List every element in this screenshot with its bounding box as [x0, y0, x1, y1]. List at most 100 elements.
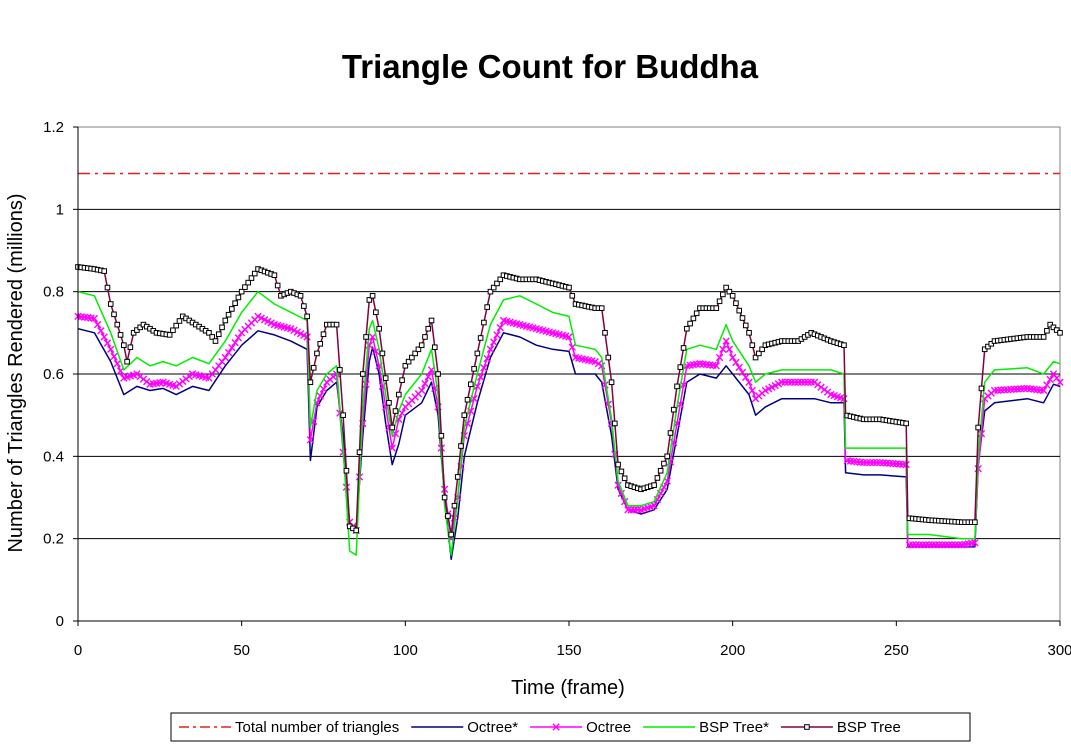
- data-point: [113, 360, 121, 368]
- data-point: [398, 409, 406, 417]
- data-point: [746, 330, 752, 336]
- data-point: [651, 482, 657, 488]
- data-point: [719, 345, 727, 353]
- data-point: [975, 424, 981, 431]
- data-point: [863, 458, 871, 467]
- data-point: [418, 386, 426, 395]
- data-point: [372, 347, 380, 356]
- data-point: [872, 458, 881, 467]
- data-point: [310, 365, 317, 371]
- data-point: [794, 378, 802, 386]
- data-point: [107, 301, 114, 307]
- x-axis-label: Time (frame): [511, 677, 625, 699]
- data-point: [778, 378, 786, 386]
- data-point: [107, 345, 115, 353]
- data-point: [841, 342, 847, 348]
- data-point: [615, 461, 621, 468]
- data-point: [176, 318, 183, 324]
- chart-title: Triangle Count for Buddha: [342, 48, 759, 85]
- y-tick-label: 0: [56, 613, 64, 630]
- data-point: [748, 386, 757, 395]
- data-point: [117, 332, 124, 338]
- data-point: [316, 392, 324, 400]
- data-point: [93, 320, 102, 329]
- data-point: [487, 288, 494, 295]
- data-point: [670, 406, 677, 413]
- tick-labels: 0 0.2 0.4 0.6 0.8 1 1.2 0 50 100 150 200 250 300: [43, 119, 1071, 659]
- data-point: [368, 333, 377, 341]
- data-point: [104, 284, 111, 291]
- data-point: [376, 325, 382, 332]
- data-point: [441, 494, 448, 501]
- data-point: [425, 325, 432, 332]
- data-point: [363, 334, 369, 340]
- data-point: [612, 420, 618, 427]
- data-point: [1044, 327, 1050, 334]
- legend-label: Octree: [586, 719, 631, 736]
- data-point: [231, 339, 239, 347]
- y-tick-label: 0.6: [43, 366, 64, 383]
- data-point: [359, 371, 366, 377]
- data-point: [340, 412, 346, 418]
- data-point: [431, 344, 438, 351]
- data-point: [928, 541, 937, 549]
- data-point: [451, 502, 458, 509]
- data-point: [915, 541, 923, 549]
- data-point: [369, 292, 376, 299]
- data-point: [382, 375, 389, 381]
- data-point: [742, 373, 750, 381]
- data-point: [931, 541, 940, 549]
- data-point: [1039, 386, 1048, 395]
- data-point: [386, 400, 392, 406]
- data-point: [687, 320, 693, 327]
- series-layer: [74, 172, 1064, 561]
- data-point: [224, 348, 233, 357]
- data-point: [428, 317, 435, 324]
- data-point: [859, 458, 868, 467]
- data-point: [948, 541, 956, 549]
- data-point: [304, 313, 310, 320]
- series-octree: [77, 327, 1061, 561]
- data-point: [343, 467, 350, 474]
- data-point: [739, 315, 746, 321]
- legend-label: BSP Tree: [837, 719, 901, 736]
- data-point: [90, 314, 99, 323]
- data-point: [605, 354, 612, 361]
- axes: [73, 126, 1061, 626]
- data-point: [693, 310, 700, 317]
- data-point: [657, 467, 664, 474]
- data-point: [209, 334, 216, 340]
- data-point: [677, 364, 684, 370]
- data-point: [566, 284, 572, 291]
- data-point: [234, 334, 243, 342]
- data-point: [978, 385, 985, 392]
- data-point: [797, 378, 806, 386]
- data-point: [314, 350, 320, 357]
- y-tick-label: 0.2: [43, 531, 64, 548]
- data-point: [468, 381, 474, 388]
- data-point: [1057, 330, 1063, 336]
- data-point: [866, 458, 874, 467]
- data-point: [111, 311, 117, 318]
- data-point: [477, 335, 484, 341]
- data-point: [604, 400, 612, 408]
- data-point: [807, 378, 815, 386]
- data-point: [733, 300, 739, 306]
- data-point: [476, 373, 485, 381]
- data-point: [951, 541, 959, 549]
- data-point: [320, 331, 327, 338]
- data-point: [464, 396, 471, 403]
- data-point: [212, 338, 219, 344]
- data-point: [114, 321, 121, 328]
- data-point: [221, 353, 229, 362]
- data-point: [729, 292, 736, 299]
- data-point: [954, 541, 963, 549]
- data-point: [735, 363, 743, 372]
- data-point: [297, 292, 304, 299]
- data-point: [1040, 334, 1047, 340]
- legend: Total number of triangles Octree* Octree BS…: [170, 712, 971, 742]
- data-point: [337, 367, 343, 373]
- data-point: [568, 343, 576, 351]
- data-point: [742, 322, 749, 329]
- data-point: [935, 541, 943, 549]
